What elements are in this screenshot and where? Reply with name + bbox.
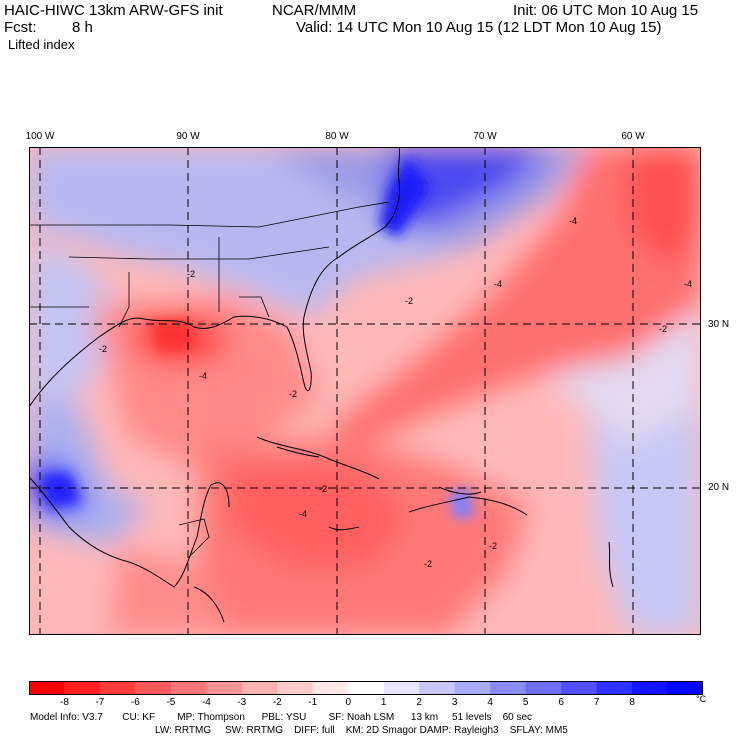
lon-label-60w: 60 W <box>621 131 645 142</box>
colorbar-tick-label: -1 <box>308 697 318 708</box>
header-fcst-label: Fcst: <box>4 19 37 36</box>
colorbar-unit: °C <box>696 694 707 704</box>
colorbar-tick-label: 8 <box>629 697 635 708</box>
header-fcst-value: 8 h <box>72 19 93 36</box>
contour-label: -2 <box>187 269 195 279</box>
colorbar-cell <box>277 681 314 695</box>
colorbar-cell <box>454 681 491 695</box>
map-frame <box>29 147 701 635</box>
lat-label-30n: 30 N <box>708 319 730 330</box>
colorbar-cell <box>135 681 172 695</box>
colorbar-tick-label: -6 <box>130 697 140 708</box>
colorbar-cell <box>206 681 243 695</box>
contour-label: -2 <box>99 344 107 354</box>
borders <box>29 201 390 558</box>
contour-label: -4 <box>299 509 307 519</box>
contour-label: -4 <box>569 216 577 226</box>
colorbar-cell <box>632 681 669 695</box>
colorbar-cell <box>29 681 65 695</box>
lon-label-100w: 100 W <box>25 131 55 142</box>
colorbar-cell <box>348 681 385 695</box>
coastlines <box>29 147 614 623</box>
colorbar-tick-label: 5 <box>522 697 529 708</box>
lon-label-70w: 70 W <box>473 131 497 142</box>
lifted-index-map: -2 -4 -2 -2 -4 -4 -2 -2 -4 -2 -4 -2 -2 <box>29 147 701 635</box>
field-name: Lifted index <box>8 37 75 52</box>
colorbar-tick-label: -8 <box>60 697 69 708</box>
header-title: HAIC-HIWC 13km ARW-GFS init <box>4 2 223 19</box>
colorbar-tick-label: -7 <box>95 697 105 708</box>
colorbar-cell <box>525 681 562 695</box>
contour-label: -2 <box>289 389 297 399</box>
lon-label-80w: 80 W <box>325 131 349 142</box>
colorbar-tick-label: -5 <box>166 697 176 708</box>
colorbar-tick-label: 4 <box>487 697 493 708</box>
header-init: Init: 06 UTC Mon 10 Aug 15 <box>513 2 699 19</box>
contour-label: -4 <box>199 371 207 381</box>
colorbar-cell <box>419 681 456 695</box>
lon-label-90w: 90 W <box>176 131 200 142</box>
lat-label-20n: 20 N <box>708 482 730 493</box>
colorbar-cell <box>561 681 598 695</box>
colorbar-tick-label: 6 <box>558 697 564 708</box>
colorbar-cell <box>99 681 136 695</box>
colorbar-tick-label: -3 <box>237 697 247 708</box>
contour-label: -2 <box>424 559 432 569</box>
colorbar-tick-label: -2 <box>272 697 282 708</box>
colorbar-cell <box>667 681 703 695</box>
header-valid: Valid: 14 UTC Mon 10 Aug 15 (12 LDT Mon … <box>296 19 662 36</box>
contour-label: -2 <box>319 484 327 494</box>
colorbar-cell <box>64 681 101 695</box>
model-info-line2: LW: RRTMG SW: RRTMG DIFF: full KM: 2D Sm… <box>155 725 568 736</box>
contour-label: -2 <box>405 296 413 306</box>
contour-label: -2 <box>489 541 497 551</box>
colorbar-tick-label: 0 <box>345 697 352 708</box>
colorbar <box>29 681 703 695</box>
colorbar-cell <box>312 681 349 695</box>
colorbar-tick-label: -4 <box>201 697 211 708</box>
colorbar-tick-label: 1 <box>380 697 387 708</box>
contour-label: -4 <box>684 279 692 289</box>
colorbar-cell <box>383 681 420 695</box>
colorbar-tick-label: 3 <box>451 697 458 708</box>
contour-label: -2 <box>659 324 667 334</box>
model-info-line1: Model Info: V3.7 CU: KF MP: Thompson PBL… <box>30 712 533 723</box>
field-shading <box>29 147 701 635</box>
colorbar-cell <box>490 681 527 695</box>
colorbar-tick-label: 2 <box>416 697 422 708</box>
colorbar-cell <box>596 681 633 695</box>
colorbar-tick-label: 7 <box>593 697 600 708</box>
header-org: NCAR/MMM <box>272 2 357 19</box>
colorbar-cell <box>241 681 278 695</box>
colorbar-cell <box>170 681 207 695</box>
contour-label: -4 <box>494 279 502 289</box>
graticule <box>29 147 701 635</box>
